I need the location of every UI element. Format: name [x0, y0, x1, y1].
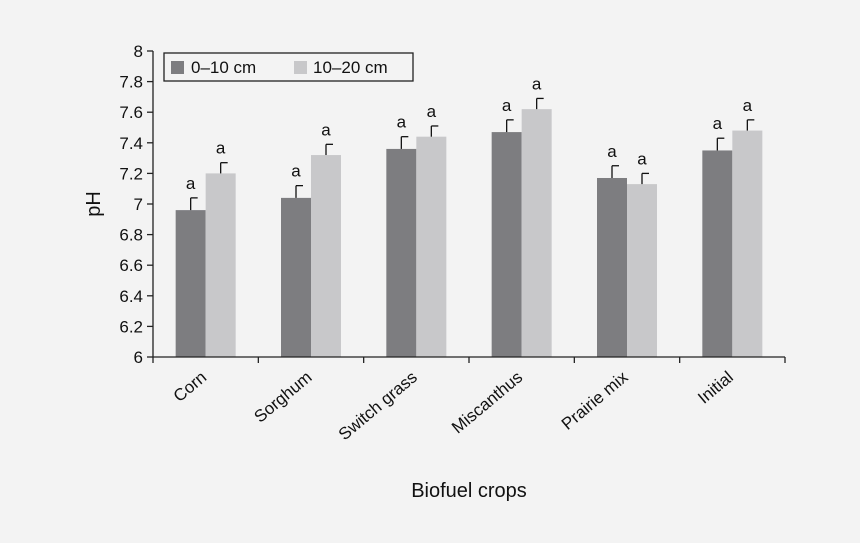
- legend: 0–10 cm 10–20 cm: [163, 52, 414, 82]
- significance-label: a: [713, 114, 723, 133]
- y-tick-label: 8: [134, 42, 143, 61]
- bar-2: [311, 155, 341, 357]
- y-tick-label: 7.4: [119, 134, 143, 153]
- y-tick-label: 6: [134, 348, 143, 367]
- y-tick-label: 6.6: [119, 256, 143, 275]
- x-category-label: Sorghum: [251, 368, 316, 427]
- bar-2: [416, 136, 447, 357]
- significance-label: a: [291, 162, 301, 181]
- legend-box: [163, 52, 414, 82]
- bar-1: [597, 177, 627, 357]
- x-category-label: Switch grass: [335, 368, 421, 445]
- x-category-label: Miscanthus: [448, 368, 526, 438]
- bar-1: [702, 150, 733, 357]
- bar-1: [175, 210, 206, 357]
- bar-2: [205, 173, 236, 357]
- x-category-label: Corn: [170, 368, 210, 406]
- significance-label: a: [743, 96, 753, 115]
- legend-label: 10–20 cm: [313, 58, 388, 77]
- y-tick-label: 7.8: [119, 73, 143, 92]
- significance-label: a: [502, 96, 512, 115]
- y-tick-label: 7.6: [119, 103, 143, 122]
- x-axis: Corn Sorghum Switch grass Miscanthus Prairie…: [152, 356, 786, 445]
- y-axis-title: pH: [83, 191, 105, 217]
- y-tick-label: 6.2: [119, 317, 143, 336]
- y-tick-label: 6.8: [119, 226, 143, 245]
- legend-swatch: [294, 61, 307, 74]
- significance-label: a: [216, 139, 226, 158]
- significance-label: a: [607, 142, 617, 161]
- significance-label: a: [397, 113, 407, 132]
- legend-swatch: [171, 61, 184, 74]
- x-axis-title: Biofuel crops: [411, 480, 527, 502]
- x-category-label: Prairie mix: [558, 367, 632, 433]
- y-tick-label: 7.2: [119, 164, 143, 183]
- y-tick-label: 6.4: [119, 287, 143, 306]
- significance-label: a: [637, 149, 647, 168]
- significance-label: a: [186, 174, 196, 193]
- bar-1: [491, 132, 522, 357]
- y-tick-label: 7: [134, 195, 143, 214]
- bar-1: [386, 148, 417, 357]
- bar-1: [281, 197, 311, 357]
- bar-2: [627, 184, 657, 357]
- legend-label: 0–10 cm: [191, 58, 256, 77]
- significance-label: a: [532, 74, 542, 93]
- y-axis: 6 6.2 6.4 6.6 6.8 7 7.2 7.4 7.6 7.8 8: [119, 42, 154, 367]
- significance-label: a: [321, 120, 331, 139]
- bar-2: [521, 109, 552, 357]
- x-category-label: Initial: [694, 368, 737, 408]
- bar-2: [732, 130, 763, 357]
- bars: a a a a a a a a a a a a: [175, 74, 763, 357]
- significance-label: a: [427, 102, 437, 121]
